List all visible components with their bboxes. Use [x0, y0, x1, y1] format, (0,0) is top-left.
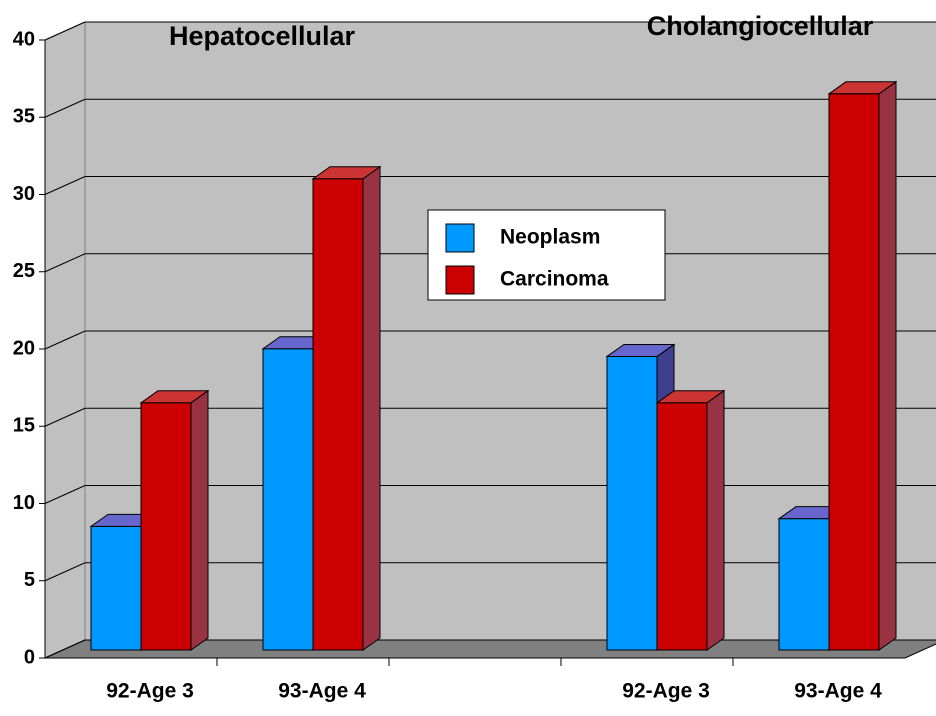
y-tick-label: 35 — [13, 106, 35, 128]
grid-line — [44, 562, 86, 582]
x-tick-label: 93-Age 4 — [794, 680, 882, 703]
y-tick-label: 10 — [13, 492, 35, 514]
y-tick-label: 30 — [13, 183, 35, 205]
bar-side — [706, 389, 725, 651]
grid-line — [44, 639, 86, 659]
bar-top — [605, 343, 676, 357]
x-tick-label: 92-Age 3 — [622, 680, 710, 703]
grid-line — [44, 485, 86, 504]
y-tick-label: 40 — [13, 28, 35, 50]
grid-line — [44, 407, 86, 427]
bar — [778, 518, 830, 651]
y-tick-label: 20 — [13, 337, 35, 359]
bar — [828, 93, 880, 651]
grid-line — [44, 176, 86, 195]
bar — [262, 348, 314, 651]
legend-label: Carcinoma — [500, 268, 609, 291]
bar-side — [190, 389, 209, 651]
grid-line — [44, 253, 86, 273]
legend-label: Neoplasm — [500, 226, 600, 249]
bar — [606, 355, 658, 651]
annotation: Hepatocellular — [169, 21, 356, 51]
y-tick-label: 0 — [24, 646, 35, 668]
bar-top — [311, 166, 382, 180]
y-tick-label: 5 — [24, 569, 35, 591]
bar-top — [139, 390, 210, 404]
legend-swatch — [445, 265, 475, 295]
bar-top — [827, 81, 898, 95]
y-tick-label: 25 — [13, 260, 35, 282]
grid-line — [44, 21, 86, 41]
legend-swatch — [445, 223, 475, 253]
bar — [312, 178, 364, 651]
bar — [656, 402, 708, 651]
bar-side — [878, 80, 897, 651]
annotation: Cholangiocellular — [647, 11, 874, 41]
y-tick-label: 15 — [13, 415, 35, 437]
grid-line — [44, 330, 86, 350]
bar-side — [362, 165, 381, 651]
bar — [90, 525, 142, 651]
x-tick-label: 92-Age 3 — [106, 680, 194, 703]
x-tick-label: 93-Age 4 — [278, 680, 366, 703]
bar-top — [655, 390, 726, 404]
bar — [140, 402, 192, 651]
grid-line — [44, 98, 86, 118]
